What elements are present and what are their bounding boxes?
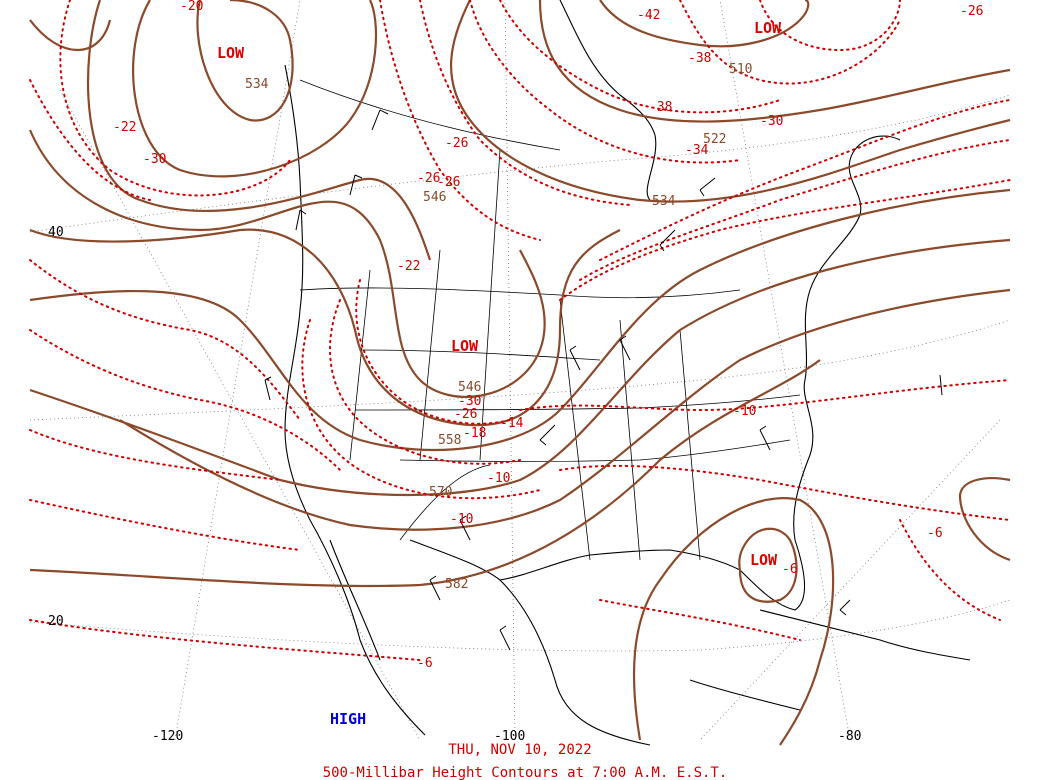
temperature-label: -26 (960, 4, 983, 19)
temperature-label: -38 (688, 51, 711, 66)
borders (299, 79, 801, 561)
temperature-label: -42 (637, 8, 660, 23)
height-label: 570 (429, 485, 452, 500)
lat-label-20: 20 (48, 614, 64, 629)
temperature-label: -10 (487, 471, 510, 486)
map-date: THU, NOV 10, 2022 (448, 742, 591, 758)
height-label: 558 (438, 433, 461, 448)
height-label: 582 (445, 577, 468, 592)
graticule (29, 0, 1011, 741)
temperature-label: -26 (437, 175, 460, 190)
temperature-label: -6 (927, 526, 943, 541)
temperature-label: -22 (113, 120, 136, 135)
height-label: 534 (245, 77, 269, 92)
low-marker-plains: LOW (451, 337, 479, 355)
low-marker-florida: LOW (750, 551, 778, 569)
height-contours (28, 0, 1011, 746)
temperature-label: -22 (397, 259, 420, 274)
low-marker-pacific: LOW (217, 44, 245, 62)
temperature-label: -26 (417, 171, 440, 186)
pressure-systems: LOW LOW LOW LOW HIGH (217, 19, 782, 728)
height-label: 546 (458, 380, 481, 395)
map-product-title: 500-Millibar Height Contours at 7:00 A.M… (323, 765, 728, 780)
temperature-label: -18 (463, 426, 486, 441)
wind-barbs (264, 109, 943, 651)
height-label: 510 (729, 62, 752, 77)
temperature-label: -20 (180, 0, 203, 14)
temperature-label: -14 (500, 416, 524, 431)
lon-label-100: -100 (494, 729, 525, 744)
temperature-contours (29, 0, 1011, 661)
temperature-label: -6 (417, 656, 433, 671)
lat-label-40: 40 (48, 225, 64, 240)
high-marker: HIGH (330, 710, 366, 728)
height-label: 546 (423, 190, 446, 205)
height-label: 534 (652, 194, 676, 209)
temperature-label: -10 (733, 404, 756, 419)
axis-labels: 40 20 -120 -100 -80 (48, 225, 861, 744)
lon-label-80: -80 (838, 729, 861, 744)
map-titles: THU, NOV 10, 2022 500-Millibar Height Co… (323, 742, 728, 780)
temperature-label: -38 (649, 100, 672, 115)
temperature-label: -30 (760, 114, 783, 129)
temperature-label: -10 (450, 512, 473, 527)
lon-label-120: -120 (152, 729, 183, 744)
temperature-label: -30 (458, 394, 481, 409)
temperature-label: -26 (445, 136, 468, 151)
temperature-label: -6 (782, 562, 798, 577)
low-marker-hudson: LOW (754, 19, 782, 37)
height-labels: 534 546 510 522 534 546 558 570 582 (245, 62, 752, 592)
temperature-label: -26 (454, 407, 477, 422)
temperature-labels: -20 -22 -30 -42 -38 -38 -30 -34 -26 -26 … (113, 0, 983, 671)
height-label: 522 (703, 132, 726, 147)
temperature-label: -30 (143, 152, 166, 167)
temperature-label: -34 (685, 143, 709, 158)
